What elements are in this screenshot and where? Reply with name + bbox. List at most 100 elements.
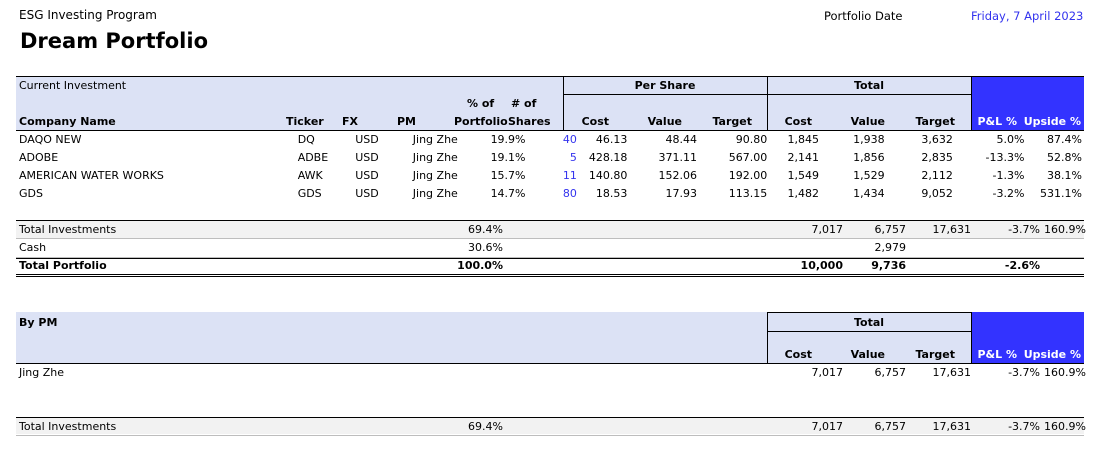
totals-shade (16, 221, 1084, 238)
col-total-target: Target (915, 115, 955, 128)
bypm-total-cost: 7,017 (811, 420, 844, 433)
col-pnl: P&L % (977, 115, 1017, 128)
company-name: ADOBE (19, 151, 59, 164)
cash-label: Cash (19, 241, 47, 254)
total-portfolio-row: Total Portfolio 100.0% 10,000 9,736 -2.6… (16, 257, 1084, 275)
col-pct-line1: % of (467, 97, 495, 110)
fx: USD (355, 169, 379, 182)
total-portfolio-cost: 10,000 (800, 259, 843, 272)
company-name: GDS (19, 187, 43, 200)
col-value: Value (647, 115, 682, 128)
cost: 46.13 (595, 133, 628, 146)
bypm-col-upside: Upside % (1023, 348, 1081, 361)
ticker: AWK (297, 169, 323, 182)
target: 567.00 (728, 151, 768, 164)
pm-cost: 7,017 (811, 366, 844, 379)
pct-portfolio: 19.9% (490, 133, 526, 146)
total-investments-value: 6,757 (874, 223, 907, 236)
bypm-total-right-border (971, 312, 972, 363)
total-right-border (971, 76, 972, 130)
bypm-col-value: Value (850, 348, 885, 361)
target: 192.00 (728, 169, 768, 182)
shares-input[interactable]: 40 (562, 133, 577, 146)
total-value: 1,434 (853, 187, 885, 200)
company-name: DAQO NEW (19, 133, 82, 146)
col-pm: PM (397, 115, 417, 128)
bypm-col-pnl: P&L % (977, 348, 1017, 361)
pm: Jing Zhe (412, 133, 458, 146)
table-row[interactable]: GDS GDS USD Jing Zhe 14.7% 80 18.53 17.9… (16, 185, 1084, 203)
shares-input[interactable]: 11 (562, 169, 577, 182)
bypm-highlight-header (971, 312, 1084, 363)
total-portfolio-bottom-border-1 (16, 274, 1084, 275)
total-cost: 1,549 (787, 169, 819, 182)
bypm-total-left-border (767, 312, 768, 363)
target: 113.15 (728, 187, 768, 200)
target: 90.80 (735, 133, 768, 146)
investment-table: DAQO NEW DQ USD Jing Zhe 19.9% 40 46.13 … (16, 131, 1084, 203)
table-row[interactable]: Jing Zhe 7,017 6,757 17,631 -3.7% 160.9% (16, 364, 1086, 382)
bypm-total-group-border (767, 331, 971, 332)
cash-bottom-border (16, 257, 1084, 258)
bypm-total-pnl: -3.7% (1008, 420, 1040, 433)
total-investments-label: Total Investments (19, 223, 117, 236)
fx: USD (355, 187, 379, 200)
pnl-pct: 5.0% (996, 133, 1025, 146)
value: 371.11 (658, 151, 698, 164)
total-portfolio-label: Total Portfolio (19, 259, 107, 272)
col-target: Target (712, 115, 752, 128)
table-row[interactable]: DAQO NEW DQ USD Jing Zhe 19.9% 40 46.13 … (16, 131, 1084, 149)
total-investments-pnl: -3.7% (1008, 223, 1040, 236)
col-shares-line2: Shares (508, 115, 551, 128)
bypm-section-label: By PM (19, 316, 58, 329)
bypm-total-group-label: Total (853, 316, 885, 329)
total-cost: 1,845 (787, 133, 819, 146)
pnl-pct: -1.3% (992, 169, 1025, 182)
portfolio-date-value[interactable]: Friday, 7 April 2023 (971, 9, 1084, 23)
pm-pnl: -3.7% (1008, 366, 1040, 379)
shares-input[interactable]: 80 (562, 187, 577, 200)
pnl-pct: -3.2% (992, 187, 1025, 200)
page-title: Dream Portfolio (20, 29, 208, 53)
shares-input[interactable]: 5 (569, 151, 577, 164)
col-total-cost: Cost (784, 115, 812, 128)
cash-top-border (16, 238, 1084, 239)
total-portfolio-value: 9,736 (871, 259, 906, 272)
total-portfolio-pct: 100.0% (457, 259, 503, 272)
cost: 18.53 (595, 187, 628, 200)
investment-top-border (16, 76, 1084, 77)
pct-portfolio: 15.7% (490, 169, 526, 182)
table-row[interactable]: ADOBE ADBE USD Jing Zhe 19.1% 5 428.18 3… (16, 149, 1084, 167)
bypm-total-target: 17,631 (932, 420, 972, 433)
bypm-table: Jing Zhe 7,017 6,757 17,631 -3.7% 160.9% (16, 364, 1086, 382)
total-target: 2,112 (921, 169, 953, 182)
total-investments-pct: 69.4% (468, 223, 503, 236)
total-investments-cost: 7,017 (811, 223, 844, 236)
bypm-total-pct: 69.4% (468, 420, 503, 433)
bypm-total-upside: 160.9% (1044, 420, 1086, 433)
bypm-header-bottom (16, 363, 1084, 364)
pct-portfolio: 14.7% (490, 187, 526, 200)
per-share-group-label: Per Share (634, 79, 696, 92)
cash-pct: 30.6% (468, 241, 503, 254)
pm: Jing Zhe (412, 151, 458, 164)
total-value: 1,529 (853, 169, 885, 182)
pm: Jing Zhe (412, 187, 458, 200)
bypm-col-target: Target (915, 348, 955, 361)
total-value: 1,856 (853, 151, 885, 164)
totals-top-border (16, 220, 1084, 221)
fx: USD (355, 133, 379, 146)
ticker: ADBE (297, 151, 329, 164)
col-company-name: Company Name (19, 115, 116, 128)
bypm-total-label: Total Investments (19, 420, 117, 433)
bypm-header-band (16, 312, 971, 363)
total-portfolio-bottom-border-2 (16, 276, 1084, 277)
program-title: ESG Investing Program (19, 8, 157, 22)
cash-value: 2,979 (874, 241, 907, 254)
bypm-total-bottom-border (16, 435, 1084, 436)
total-portfolio-top-border (16, 258, 1084, 259)
col-upside: Upside % (1023, 115, 1081, 128)
bypm-total-group-top (767, 312, 971, 313)
table-row[interactable]: AMERICAN WATER WORKS AWK USD Jing Zhe 15… (16, 167, 1084, 185)
total-investments-upside: 160.9% (1044, 223, 1086, 236)
